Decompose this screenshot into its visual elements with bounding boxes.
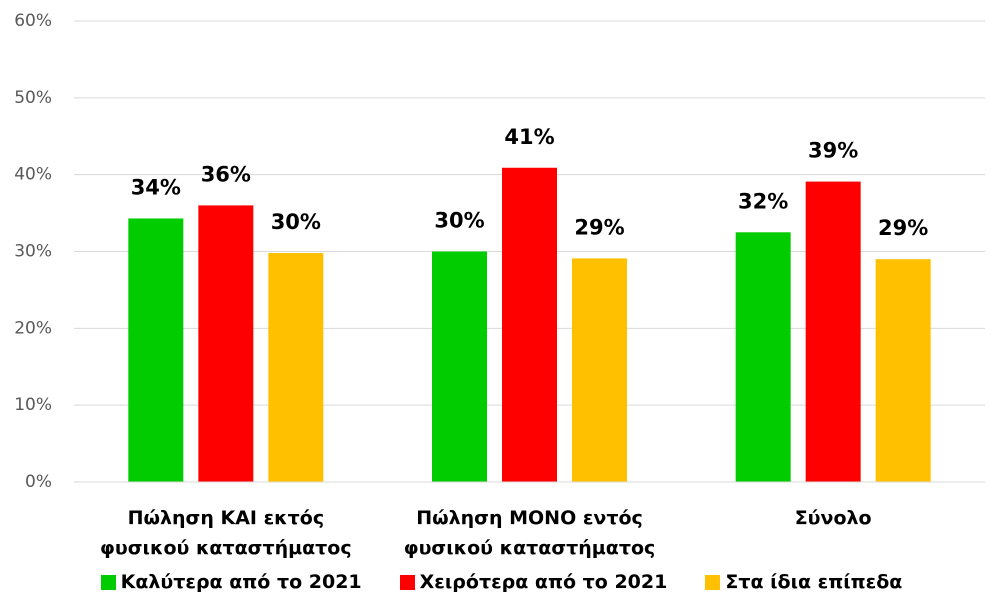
bar	[805, 181, 861, 482]
data-label: 36%	[201, 162, 251, 186]
bar	[875, 259, 931, 482]
data-label: 30%	[434, 209, 484, 233]
legend-item: Καλύτερα από το 2021	[100, 571, 362, 593]
legend-swatch	[399, 574, 415, 590]
y-tick-label: 0%	[25, 472, 52, 492]
x-tick-label: Πώληση ΜΟΝΟ εντός φυσικού καταστήματος	[403, 507, 656, 559]
data-label: 29%	[878, 216, 928, 240]
data-label: 39%	[808, 139, 858, 163]
bar	[198, 205, 254, 482]
data-label: 29%	[574, 215, 624, 239]
bar	[128, 218, 184, 482]
x-tick-label: Πώληση ΚΑΙ εκτός φυσικού καταστήματος	[100, 507, 352, 559]
legend-label: Στα ίδια επίπεδα	[725, 571, 903, 593]
x-tick-label: Σύνολο	[794, 507, 872, 529]
y-tick-label: 10%	[14, 395, 52, 415]
data-label: 32%	[738, 189, 788, 213]
legend-swatch	[100, 574, 116, 590]
legend-swatch	[705, 574, 721, 590]
bar	[502, 167, 557, 483]
legend-label: Καλύτερα από το 2021	[120, 571, 362, 593]
bar	[735, 232, 791, 482]
legend-item: Στα ίδια επίπεδα	[705, 571, 902, 593]
bar	[432, 251, 487, 482]
data-label: 41%	[504, 125, 554, 149]
y-tick-label: 20%	[14, 318, 52, 338]
legend-item: Χειρότερα από το 2021	[399, 571, 668, 593]
data-label: 34%	[131, 175, 181, 199]
y-tick-label: 60%	[14, 11, 52, 31]
y-tick-label: 50%	[14, 88, 52, 108]
y-tick-label: 30%	[14, 242, 52, 262]
bar	[268, 253, 324, 482]
y-tick-label: 40%	[14, 165, 52, 185]
legend: Καλύτερα από το 2021 Χειρότερα από το 202…	[0, 571, 1003, 593]
legend-label: Χειρότερα από το 2021	[419, 571, 668, 593]
data-label: 30%	[271, 210, 321, 234]
bar	[572, 258, 627, 482]
